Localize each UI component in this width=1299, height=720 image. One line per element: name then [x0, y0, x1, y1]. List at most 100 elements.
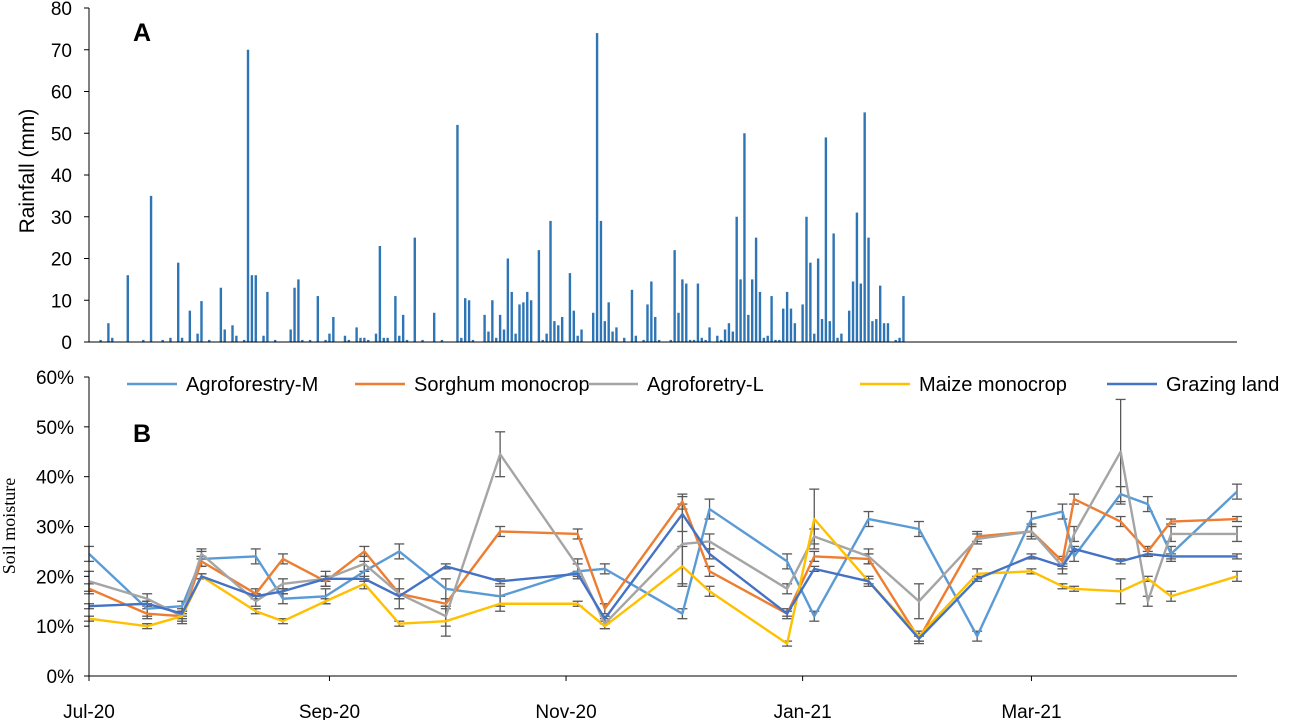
rainfall-bar: [751, 279, 754, 343]
rainfall-bar: [557, 325, 560, 342]
rainfall-bar: [630, 289, 634, 342]
legend-label: Sorghum monocrop: [414, 374, 590, 396]
rainfall-bar: [692, 339, 696, 342]
rainfall-bar: [394, 296, 397, 342]
rainfall-bar: [405, 339, 409, 342]
rainfall-bar: [863, 112, 866, 343]
rainfall-bar: [634, 335, 638, 342]
rainfall-bar: [735, 216, 738, 342]
rainfall-y-ticks: 0 10 20 30 40 50 60 70 80: [51, 0, 89, 354]
rainfall-bar: [685, 283, 688, 342]
rainfall-bar: [828, 321, 831, 343]
legend-label: Agroforestry-M: [186, 374, 318, 396]
rainfall-bar: [401, 314, 405, 342]
rainfall-bar: [223, 329, 226, 342]
rainfall-y-tick-label: 30: [51, 208, 72, 229]
rainfall-bar: [177, 262, 180, 342]
rainfall-bar: [522, 302, 525, 342]
rainfall-bar: [754, 237, 758, 343]
rainfall-bar: [778, 339, 781, 342]
rainfall-bar: [316, 296, 320, 342]
rainfall-bar: [766, 335, 769, 342]
rainfall-bar: [739, 279, 742, 343]
rainfall-bar: [824, 137, 828, 342]
rainfall-bar: [231, 325, 234, 342]
rainfall-bar: [572, 310, 575, 342]
rainfall-bar: [696, 283, 700, 342]
rainfall-bar: [262, 335, 265, 342]
rainfall-bar: [308, 339, 312, 342]
rainfall-bar: [440, 339, 444, 342]
rainfall-bar: [875, 319, 878, 342]
soil-moisture-x-ticks: Jul-20 Sep-20 Nov-20 Jan-21 Mar-21: [63, 676, 1062, 720]
series-line-grazing-land: [88, 512, 1237, 640]
soil-moisture-y-tick-label: 60%: [36, 368, 74, 389]
rainfall-bar: [126, 275, 129, 342]
x-tick-label: Nov-20: [535, 702, 596, 720]
rainfall-bar: [161, 339, 164, 342]
rainfall-y-tick-label: 0: [61, 333, 72, 354]
rainfall-bar: [526, 291, 529, 342]
rainfall-bar: [782, 308, 785, 342]
rainfall-bar: [599, 220, 603, 342]
rainfall-bar: [878, 285, 882, 342]
rainfall-bar: [836, 337, 839, 342]
rainfall-bar: [142, 339, 145, 342]
rainfall-bar: [266, 291, 269, 342]
rainfall-bar: [498, 314, 502, 342]
rainfall-bar: [545, 333, 548, 342]
rainfall-bar: [398, 335, 401, 342]
rainfall-bar: [347, 339, 351, 342]
rainfall-bar: [816, 258, 820, 342]
rainfall-y-tick-label: 80: [51, 0, 72, 20]
soil-moisture-y-tick-label: 40%: [36, 468, 74, 489]
rainfall-bar: [611, 331, 614, 342]
rainfall-bar: [719, 339, 723, 342]
rainfall-bar: [413, 237, 416, 343]
rainfall-bar: [793, 323, 797, 342]
rainfall-bar: [301, 339, 304, 342]
rainfall-bar: [471, 339, 475, 342]
panel-label-b: B: [133, 420, 151, 448]
rainfall-bar: [847, 310, 851, 342]
rainfall-bar: [250, 275, 254, 342]
rainfall-bar: [432, 312, 436, 342]
soil-moisture-y-tick-label: 30%: [36, 518, 74, 539]
rainfall-bar: [704, 339, 707, 342]
rainfall-bar: [421, 339, 424, 342]
rainfall-bar: [657, 339, 661, 342]
rainfall-bar: [832, 233, 835, 342]
rainfall-bar: [871, 321, 874, 343]
rainfall-bar: [553, 321, 556, 343]
rainfall-bar: [464, 298, 467, 342]
rainfall-bar: [758, 291, 762, 342]
rainfall-bar: [378, 245, 382, 342]
rainfall-bar: [297, 279, 300, 343]
rainfall-y-tick-label: 70: [51, 41, 72, 62]
rainfall-bar: [770, 296, 773, 342]
rainfall-bar: [840, 333, 843, 342]
rainfall-bar: [363, 337, 366, 342]
rainfall-bar: [107, 323, 110, 342]
rainfall-bar: [785, 291, 789, 342]
rainfall-bar: [813, 333, 816, 342]
rainfall-bar: [723, 329, 727, 342]
rainfall-bar: [743, 133, 746, 342]
rainfall-bar: [762, 337, 766, 342]
rainfall-bar: [595, 33, 599, 343]
rainfall-bar: [646, 304, 649, 342]
rainfall-bar: [654, 316, 657, 342]
rainfall-bar: [820, 319, 824, 342]
rainfall-bar: [747, 314, 750, 342]
rainfall-bar: [681, 279, 684, 343]
soil-moisture-y-tick-label: 0%: [47, 667, 75, 688]
rainfall-bar: [731, 331, 735, 342]
rainfall-y-tick-label: 20: [51, 250, 72, 271]
soil-moisture-y-tick-label: 50%: [36, 418, 74, 439]
rainfall-bar: [332, 316, 335, 342]
error-bars-maize-monocrop: [84, 488, 1242, 647]
rainfall-bar: [855, 212, 859, 342]
rainfall-bar: [677, 312, 680, 342]
rainfall-bar: [483, 314, 486, 342]
